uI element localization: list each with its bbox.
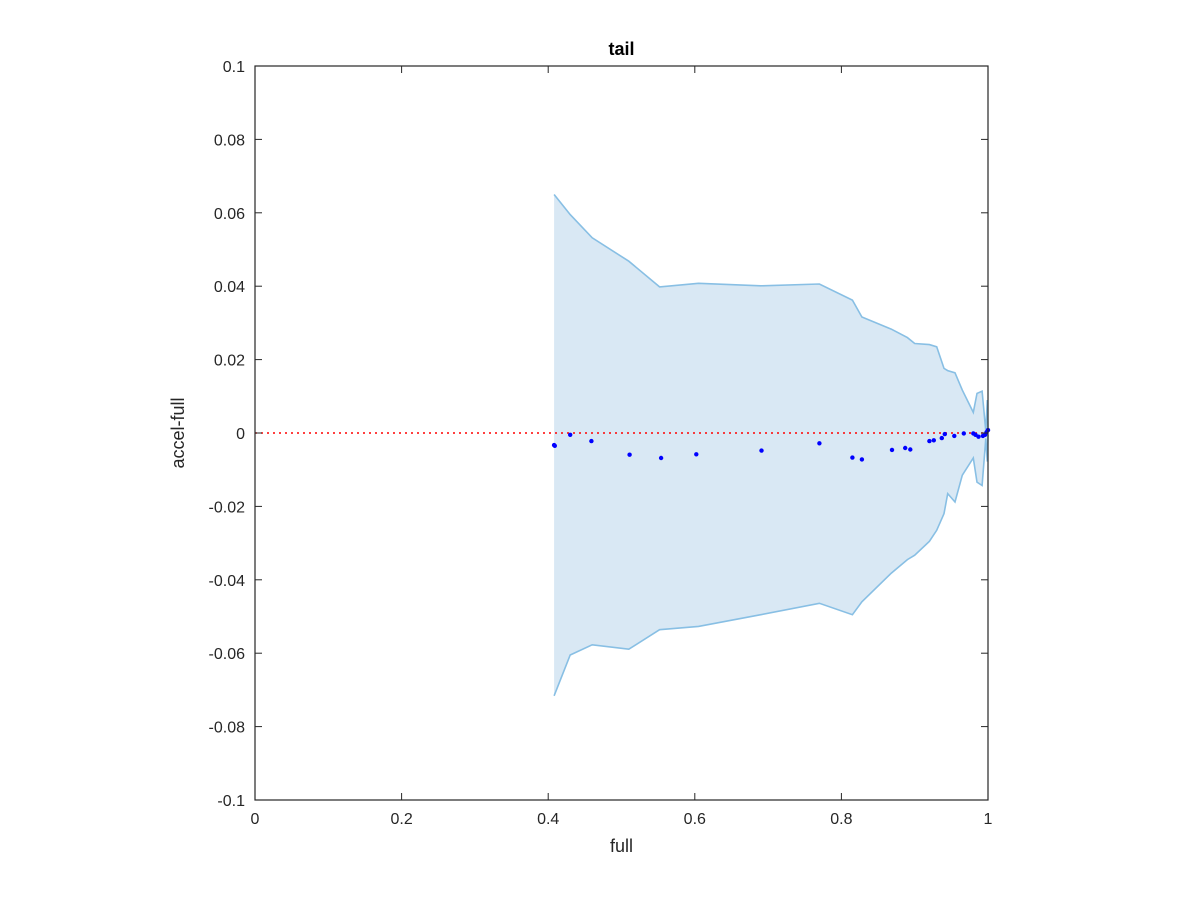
band-lower-bound [553, 434, 989, 697]
y-tick-label: 0.08 [214, 132, 245, 149]
data-point [589, 438, 594, 444]
y-tick-label: -0.04 [209, 573, 246, 590]
band-upper-bound [553, 193, 989, 432]
x-tick-label: 1 [984, 811, 993, 828]
x-tick-label: 0 [251, 811, 260, 828]
data-point [908, 447, 913, 452]
chart-title: tail [608, 39, 634, 59]
y-axis-label: accel-full [168, 397, 188, 468]
data-point [627, 452, 632, 457]
y-tick-label: 0.02 [214, 353, 245, 370]
data-point [931, 438, 936, 443]
data-point [942, 431, 947, 437]
data-point [759, 448, 764, 453]
data-point [850, 455, 855, 460]
axes-layer: 0 0.2 0.4 0.6 0.8 1 -0.1 -0.08 -0.06 -0.04 -0.02 0 0… [209, 59, 993, 828]
confidence-band-layer [553, 193, 989, 697]
data-point [859, 457, 865, 462]
data-point [952, 433, 957, 439]
data-point [694, 452, 699, 457]
x-axis-label: full [610, 836, 633, 856]
data-points-layer [551, 427, 991, 462]
confidence-band-fill [554, 194, 988, 696]
y-tick-label: -0.06 [209, 646, 246, 663]
data-point [568, 432, 573, 437]
y-tick-label: -0.08 [209, 720, 246, 737]
data-point [817, 441, 822, 446]
y-tick-label: 0.06 [214, 206, 245, 223]
x-tick-label: 0.8 [830, 811, 852, 828]
data-point [927, 438, 932, 444]
data-point [903, 445, 908, 451]
data-point [552, 443, 557, 448]
x-tick-label: 0.6 [684, 811, 706, 828]
y-tick-label: 0.04 [214, 279, 245, 296]
data-point [976, 434, 981, 439]
data-point [658, 455, 664, 461]
y-tick-label: -0.02 [209, 499, 246, 516]
y-tick-label: -0.1 [217, 793, 245, 810]
data-point [889, 447, 895, 453]
x-tick-label: 0.4 [537, 811, 559, 828]
data-point [939, 435, 944, 441]
data-point [961, 431, 966, 436]
y-tick-label: 0 [236, 426, 245, 443]
x-tick-label: 0.2 [390, 811, 412, 828]
y-tick-label: 0.1 [223, 59, 245, 76]
